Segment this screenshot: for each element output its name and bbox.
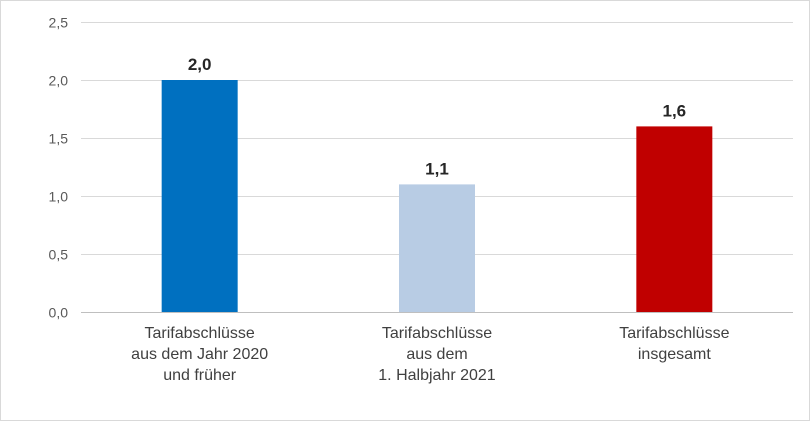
data-label: 1,6 (663, 101, 687, 120)
data-label: 2,0 (188, 55, 212, 74)
y-tick-label: 0,0 (49, 305, 69, 321)
data-labels: 2,0 1,1 1,6 (188, 55, 686, 178)
data-label: 1,1 (425, 159, 449, 178)
category-label: Tarifabschlüsse aus dem Jahr 2020 und früh… (131, 325, 268, 384)
category-label-line: Tarifabschlüsse (145, 325, 255, 342)
category-label-line: aus dem (406, 346, 467, 363)
y-tick-label: 1,0 (49, 189, 69, 205)
y-tick-label: 0,5 (49, 247, 69, 263)
category-label-line: Tarifabschlüsse (619, 325, 729, 342)
y-tick-label: 2,5 (49, 15, 69, 31)
category-label-line: aus dem Jahr 2020 (131, 346, 268, 363)
y-tick-label: 2,0 (49, 73, 69, 89)
bar (399, 184, 475, 312)
category-label-line: insgesamt (638, 346, 711, 363)
category-label-line: Tarifabschlüsse (382, 325, 492, 342)
bars (161, 80, 713, 313)
bar (161, 80, 238, 312)
category-label: Tarifabschlüsse aus dem 1. Halbjahr 2021 (378, 325, 496, 384)
category-labels: Tarifabschlüsse aus dem Jahr 2020 und früh… (131, 325, 729, 384)
y-axis-tick-labels: 0,0 0,5 1,0 1,5 2,0 2,5 (49, 15, 69, 321)
category-label-line: 1. Halbjahr 2021 (378, 367, 496, 384)
y-tick-label: 1,5 (49, 131, 69, 147)
category-label: Tarifabschlüsse insgesamt (619, 325, 729, 363)
category-label-line: und früher (163, 367, 237, 384)
bar (636, 126, 713, 313)
